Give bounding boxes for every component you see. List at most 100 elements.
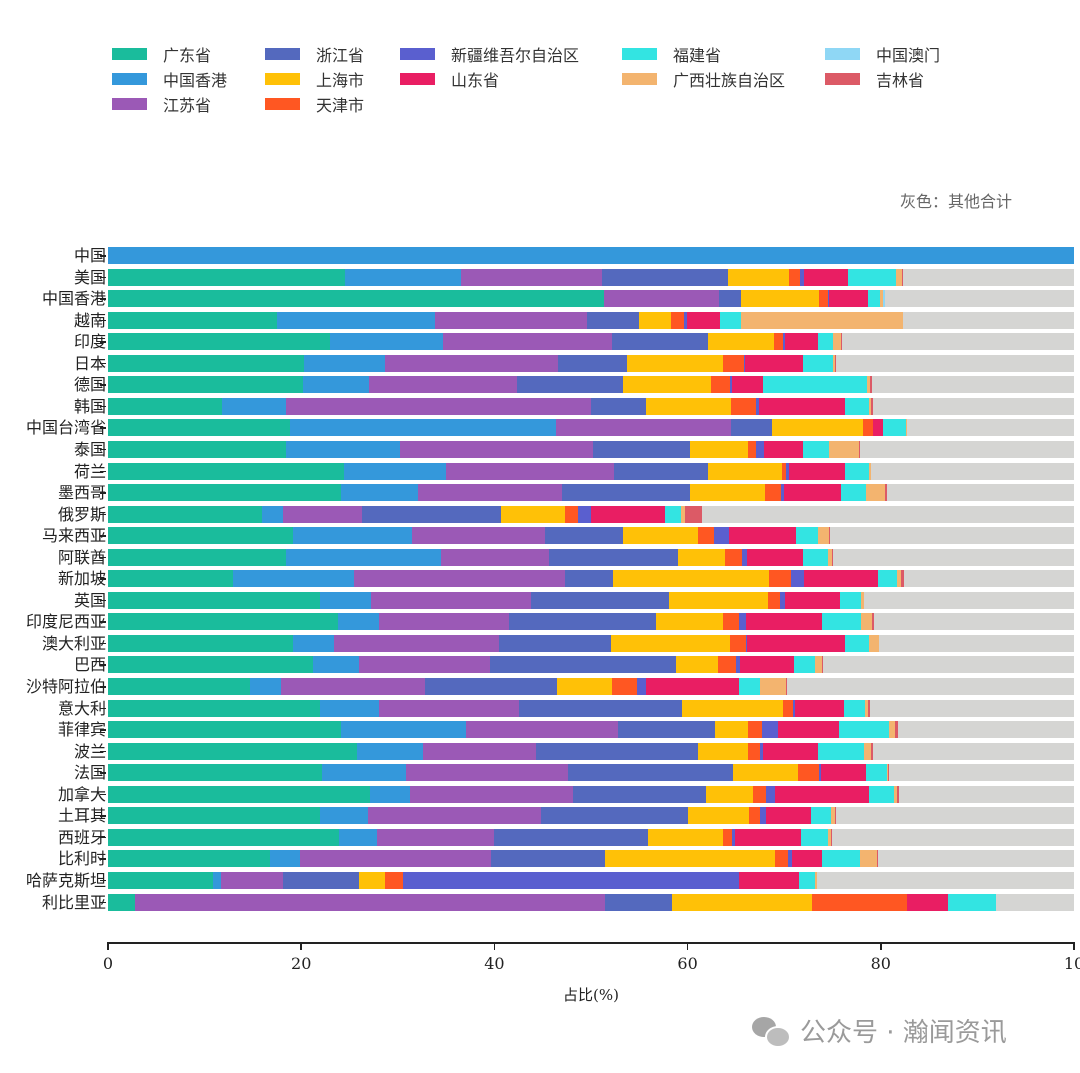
bar-segment [639, 311, 672, 329]
bar-segment [821, 613, 862, 631]
bar-segment [831, 807, 836, 825]
bar-segment [221, 871, 283, 889]
y-tick [100, 901, 106, 903]
bar-segment [896, 268, 902, 286]
bar-segment [443, 333, 613, 351]
bar-segment [270, 850, 301, 868]
bar-segment [794, 699, 845, 717]
bar-segment [861, 613, 873, 631]
x-tick [493, 942, 496, 950]
bar-segment [869, 634, 879, 652]
bar-segment [870, 376, 873, 394]
bar-segment [603, 290, 719, 308]
bar-segment [835, 354, 837, 372]
bar-segment [499, 634, 612, 652]
y-tick [100, 298, 106, 300]
y-tick-label: 波兰 [73, 741, 106, 761]
bar-segment [303, 376, 369, 394]
legend-swatch [825, 73, 860, 85]
bar-segment [385, 354, 559, 372]
bar-segment [605, 850, 775, 868]
bar-segment [359, 871, 386, 889]
bar-segment [873, 419, 883, 437]
bar-row [108, 721, 1074, 739]
bar-segment [108, 699, 320, 717]
bar-segment [882, 290, 885, 308]
bar-segment [108, 785, 370, 803]
y-tick [100, 621, 106, 623]
bar-segment [282, 871, 360, 889]
bar-segment [818, 764, 821, 782]
bar-segment [901, 570, 904, 588]
bar-segment [501, 505, 565, 523]
bar-segment [601, 268, 729, 286]
bar-segment [330, 333, 444, 351]
bar-segment [897, 570, 901, 588]
bar-segment [817, 333, 834, 351]
legend-swatch [265, 48, 300, 60]
bar-segment [877, 570, 898, 588]
bar-segment [370, 591, 532, 609]
bar-segment [841, 484, 867, 502]
bar-segment [108, 678, 250, 695]
bar-segment [614, 462, 708, 480]
x-tick-label: 80 [870, 954, 891, 973]
bar-segment [108, 613, 338, 631]
bar-segment [379, 613, 509, 631]
bar-segment [108, 376, 304, 394]
bar-segment [410, 785, 573, 803]
bar-segment [791, 850, 822, 868]
bar-segment [731, 376, 763, 394]
legend-label: 中国香港 [163, 71, 228, 90]
bar-segment [683, 311, 687, 329]
bar-segment [549, 548, 678, 566]
bar-segment [783, 699, 793, 717]
y-tick-label: 哈萨克斯坦 [25, 870, 106, 890]
bar-row [108, 484, 1074, 502]
bar-row [108, 699, 1074, 717]
bar-segment [817, 742, 865, 760]
bar-segment [812, 893, 907, 911]
bar-segment [718, 290, 741, 308]
legend-swatch [112, 98, 147, 110]
y-tick [100, 686, 106, 688]
y-tick [100, 492, 106, 494]
bar-segment [828, 290, 869, 308]
bar-segment [744, 354, 803, 372]
bar-segment [797, 764, 819, 782]
bar-segment [869, 462, 872, 480]
bar-segment [618, 721, 715, 739]
bar-segment [665, 505, 681, 523]
bar-segment [399, 440, 593, 458]
bar-segment [564, 505, 579, 523]
bar-segment [863, 419, 874, 437]
legend-item: 天津市 [265, 92, 364, 116]
legend-swatch [265, 98, 300, 110]
bar-segment [637, 678, 646, 695]
bar-segment [804, 268, 848, 286]
bar-segment [868, 699, 871, 717]
legend-label: 吉林省 [876, 71, 925, 90]
y-tick-label: 荷兰 [73, 461, 106, 481]
y-tick-label: 越南 [73, 310, 106, 330]
bar-segment [362, 505, 502, 523]
bar-segment [705, 785, 754, 803]
legend-item: 中国澳门 [825, 42, 940, 66]
legend-swatch [400, 48, 435, 60]
bar-segment [738, 613, 747, 631]
bar-segment [901, 268, 903, 286]
bar-segment [379, 699, 519, 717]
y-tick [100, 255, 106, 257]
bar-segment [760, 742, 763, 760]
x-tick [686, 942, 689, 950]
bar-segment [778, 721, 840, 739]
bar-segment [780, 591, 786, 609]
bar-segment [385, 871, 403, 889]
bar-segment [622, 527, 699, 545]
bar-segment [859, 850, 877, 868]
legend-label: 广西壮族自治区 [673, 71, 786, 90]
bar-segment [108, 570, 233, 588]
bar-segment [540, 807, 688, 825]
bar-segment [889, 721, 896, 739]
bar-segment [698, 527, 714, 545]
